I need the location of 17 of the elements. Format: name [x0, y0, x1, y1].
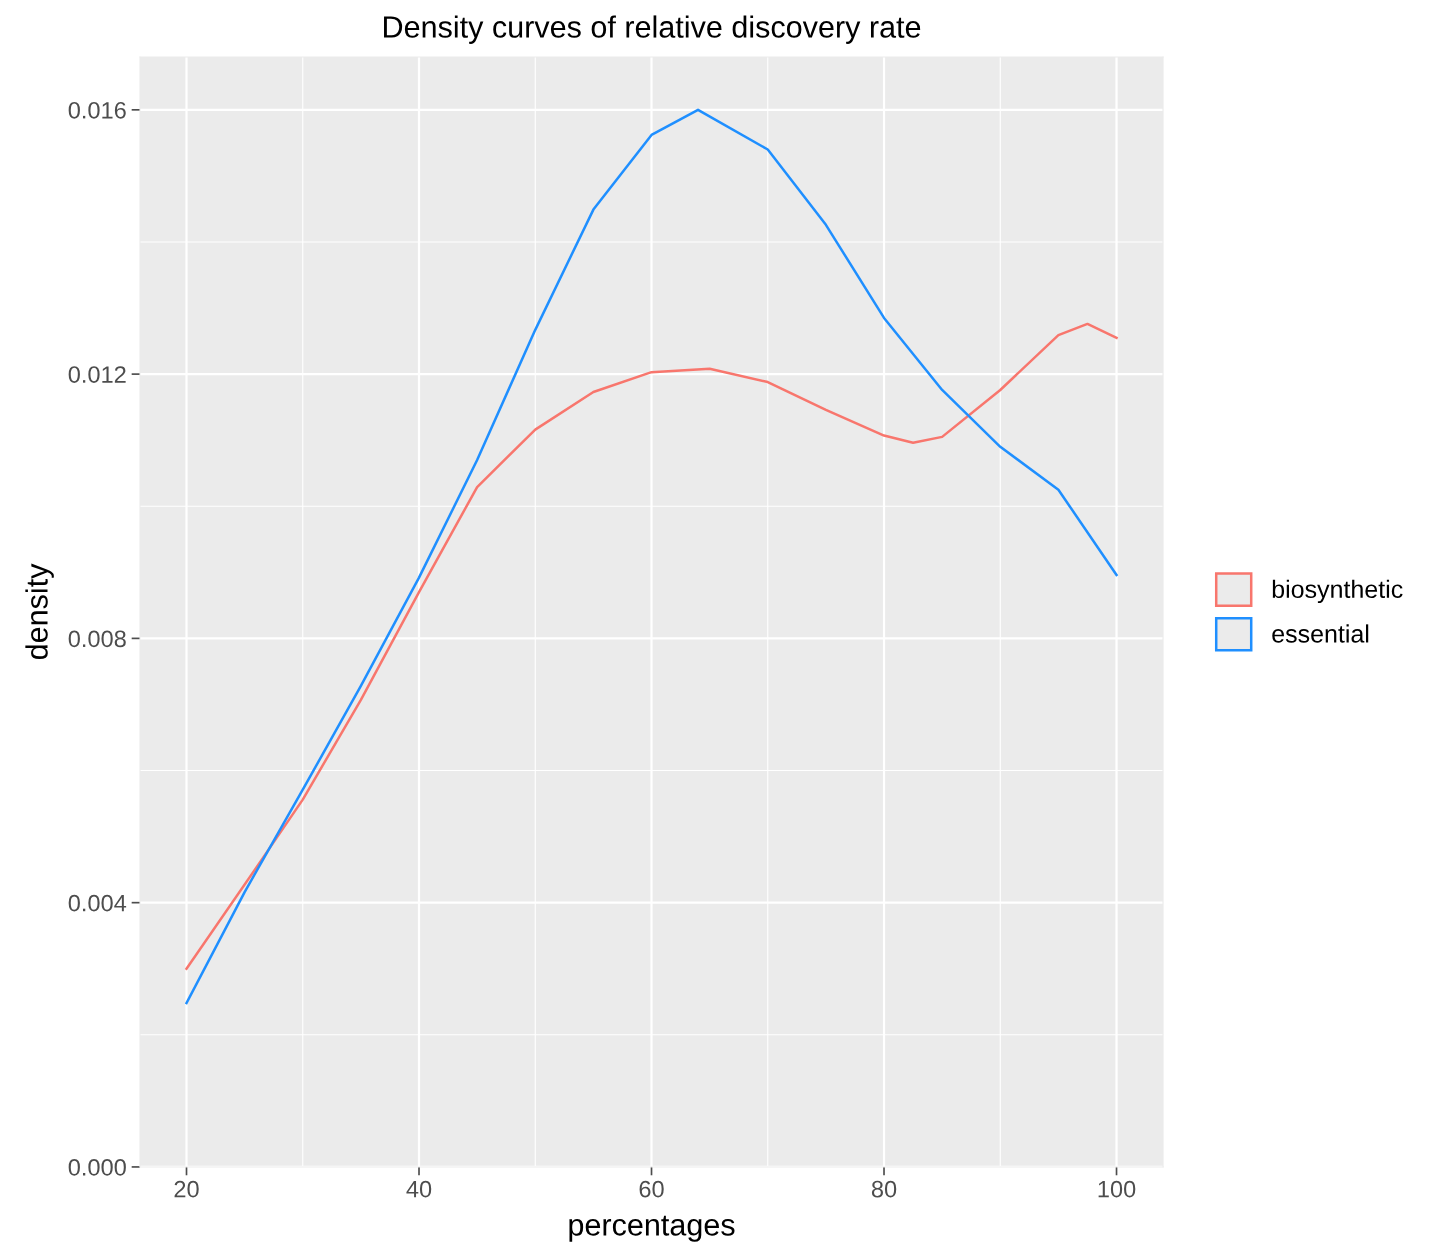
x-tick-label: 80	[871, 1180, 897, 1198]
x-axis-title: percentages	[569, 1215, 735, 1242]
y-axis-title: density	[25, 563, 54, 660]
x-tick-label: 100	[1098, 1180, 1136, 1198]
y-tick-label: 0.016	[68, 101, 126, 119]
line-series	[185, 108, 1118, 1005]
line-series	[185, 322, 1118, 970]
y-tick-label: 0.000	[68, 1159, 126, 1176]
x-tick-label: 20	[174, 1180, 199, 1198]
y-tick-label: 0.008	[68, 630, 126, 648]
y-tick-label: 0.004	[68, 894, 127, 912]
y-tick-label: 0.012	[68, 366, 126, 383]
x-tick-label: 60	[639, 1180, 664, 1198]
x-tick-label: 40	[406, 1180, 432, 1198]
legend-label: essential	[1272, 624, 1369, 643]
legend-label: biosynthetic	[1272, 579, 1403, 604]
chart-title: Density curves of relative discovery rate	[384, 15, 921, 44]
